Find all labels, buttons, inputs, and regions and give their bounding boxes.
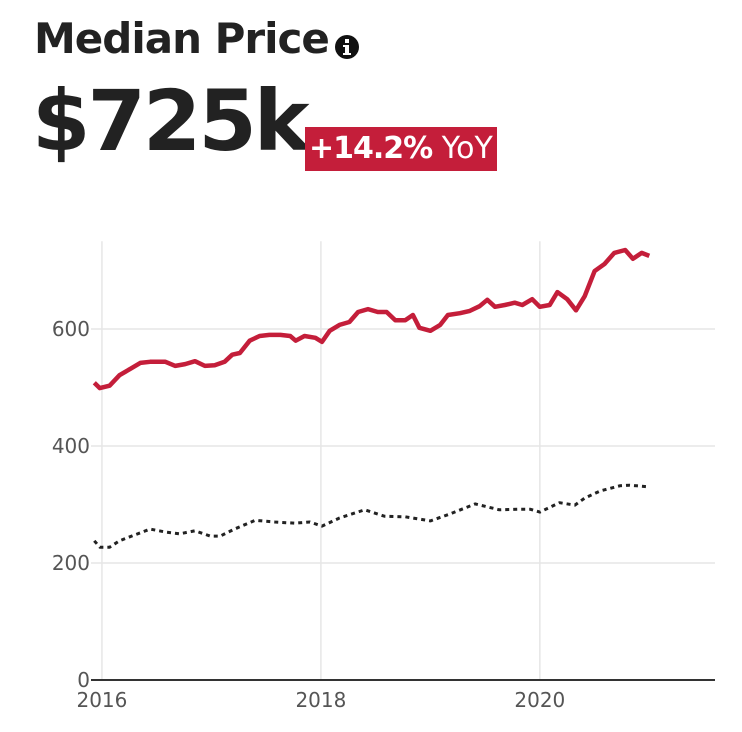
info-icon[interactable]: [334, 34, 360, 60]
x-tick-label: 2018: [295, 688, 346, 712]
series-line: [92, 247, 651, 391]
change-badge: +14.2% YoY: [305, 127, 497, 171]
series-line: [93, 483, 650, 549]
change-label: YoY: [441, 131, 493, 166]
y-tick-label: 400: [52, 434, 90, 458]
headline-value: $725k: [32, 72, 310, 170]
title: Median Price: [34, 14, 330, 63]
x-tick-label: 2016: [76, 688, 127, 712]
y-tick-label: 0: [77, 668, 90, 692]
change-value: +14.2%: [309, 131, 433, 166]
x-tick-label: 2020: [514, 688, 565, 712]
y-tick-label: 600: [52, 317, 90, 341]
y-tick-label: 200: [52, 551, 90, 575]
